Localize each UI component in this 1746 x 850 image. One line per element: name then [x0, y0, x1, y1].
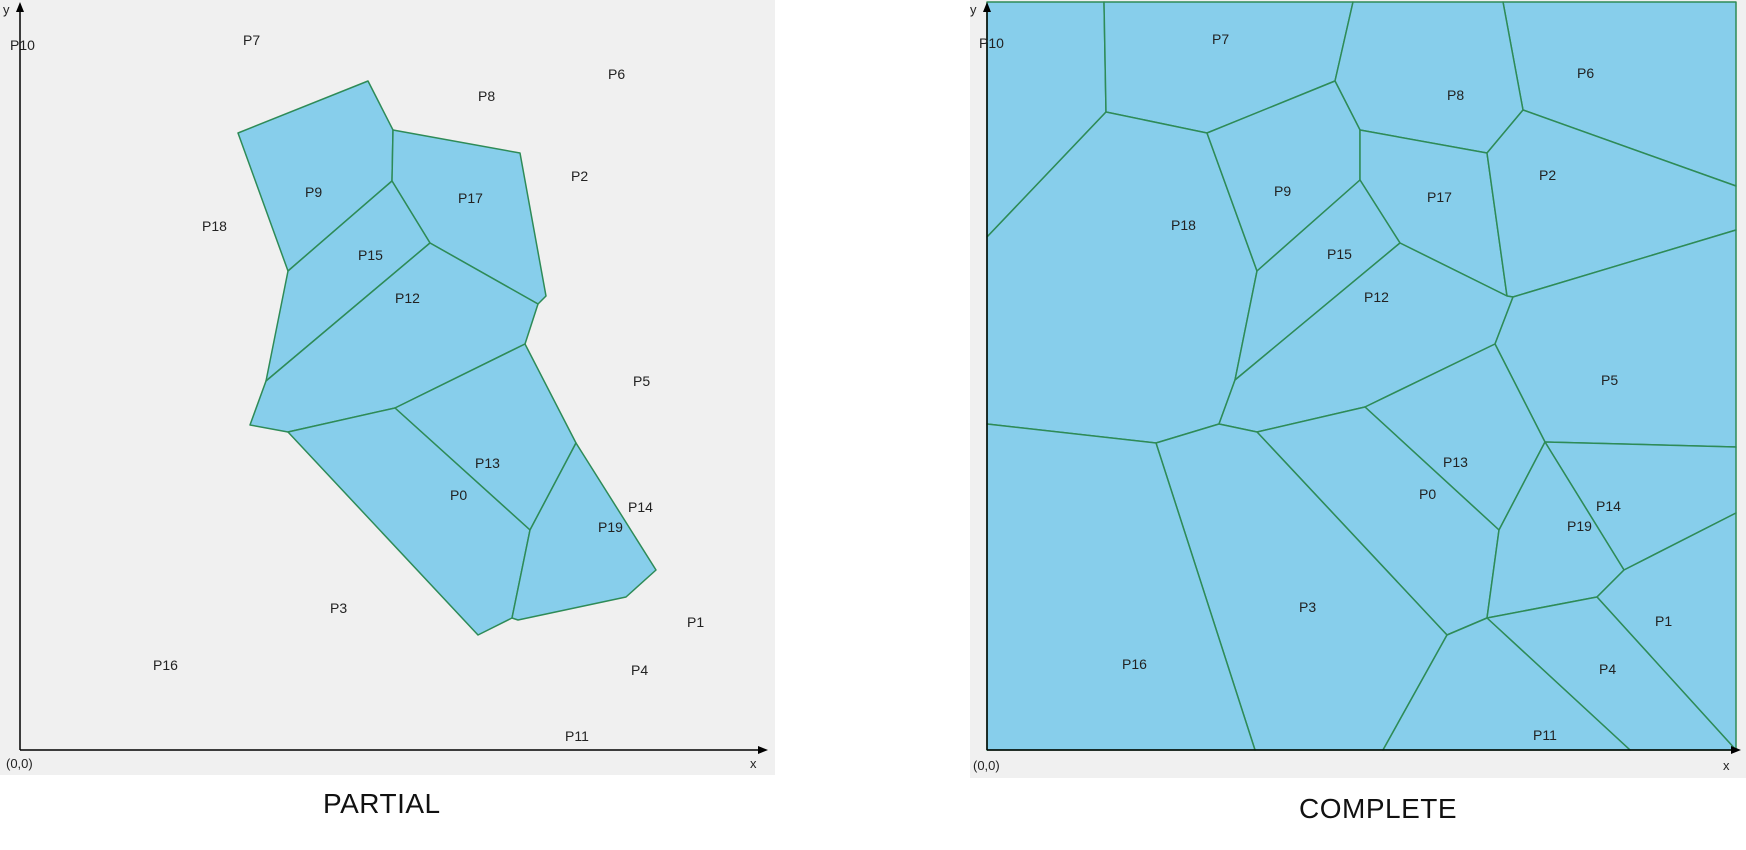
point-label-p7: P7 — [243, 32, 260, 48]
point-label-p4: P4 — [1599, 661, 1616, 677]
point-label-p17: P17 — [458, 190, 483, 206]
point-label-p8: P8 — [1447, 87, 1464, 103]
point-label-p6: P6 — [608, 66, 625, 82]
x-axis-arrow-icon — [758, 746, 768, 754]
y-axis-arrow-icon — [16, 2, 24, 12]
point-label-p4: P4 — [631, 662, 648, 678]
x-axis-label: x — [750, 756, 757, 771]
point-label-p1: P1 — [1655, 613, 1672, 629]
point-label-p19: P19 — [598, 519, 623, 535]
y-axis-label: y — [970, 2, 977, 17]
y-axis-arrow-icon — [983, 2, 991, 12]
point-label-p7: P7 — [1212, 31, 1229, 47]
voronoi-cell-p19 — [511, 442, 657, 621]
origin-label: (0,0) — [973, 758, 1000, 773]
point-label-p1: P1 — [687, 614, 704, 630]
point-label-p11: P11 — [1533, 727, 1557, 743]
point-label-p5: P5 — [1601, 372, 1618, 388]
point-label-p8: P8 — [478, 88, 495, 104]
partial-caption: PARTIAL — [323, 788, 441, 819]
point-label-p3: P3 — [330, 600, 347, 616]
point-label-p3: P3 — [1299, 599, 1316, 615]
point-label-p0: P0 — [450, 487, 467, 503]
partial-point-labels: P10 P7 P6 P8 P2 P9 P17 P18 P15 P12 P5 P1… — [10, 32, 704, 744]
point-label-p2: P2 — [571, 168, 588, 184]
partial-diagram-panel: y x (0,0) P10 P7 P6 P8 P2 P9 P17 P18 P15… — [0, 0, 775, 775]
point-label-p11: P11 — [565, 728, 589, 744]
point-label-p0: P0 — [1419, 486, 1436, 502]
point-label-p12: P12 — [395, 290, 420, 306]
point-label-p18: P18 — [202, 218, 227, 234]
x-axis-arrow-icon — [1731, 746, 1741, 754]
point-label-p14: P14 — [628, 499, 653, 515]
point-label-p15: P15 — [1327, 246, 1352, 262]
point-label-p18: P18 — [1171, 217, 1196, 233]
point-label-p10: P10 — [10, 37, 35, 53]
point-label-p14: P14 — [1596, 498, 1621, 514]
point-label-p5: P5 — [633, 373, 650, 389]
complete-cells-group — [986, 1, 1737, 751]
voronoi-cell-p11 — [1382, 617, 1631, 751]
point-label-p16: P16 — [1122, 656, 1147, 672]
partial-voronoi-plot: y x (0,0) P10 P7 P6 P8 P2 P9 P17 P18 P15… — [3, 2, 768, 771]
origin-label: (0,0) — [6, 756, 33, 771]
complete-voronoi-plot: y x (0,0) P10 P7 P6 P8 P2 P9 P17 P18 P15… — [970, 1, 1741, 773]
complete-caption: COMPLETE — [1299, 793, 1458, 824]
point-label-p17: P17 — [1427, 189, 1452, 205]
point-label-p13: P13 — [1443, 454, 1468, 470]
point-label-p9: P9 — [1274, 183, 1291, 199]
voronoi-cell-p0 — [287, 407, 531, 636]
x-axis-label: x — [1723, 758, 1730, 773]
point-label-p16: P16 — [153, 657, 178, 673]
point-label-p9: P9 — [305, 184, 322, 200]
point-label-p13: P13 — [475, 455, 500, 471]
y-axis-label: y — [3, 2, 10, 17]
point-label-p19: P19 — [1567, 518, 1592, 534]
partial-cells-group — [237, 80, 657, 636]
point-label-p6: P6 — [1577, 65, 1594, 81]
point-label-p12: P12 — [1364, 289, 1389, 305]
complete-diagram-panel: y x (0,0) P10 P7 P6 P8 P2 P9 P17 P18 P15… — [970, 0, 1746, 778]
point-label-p10: P10 — [979, 35, 1004, 51]
point-label-p2: P2 — [1539, 167, 1556, 183]
point-label-p15: P15 — [358, 247, 383, 263]
complete-point-labels: P10 P7 P6 P8 P2 P9 P17 P18 P15 P12 P5 P1… — [979, 31, 1672, 743]
